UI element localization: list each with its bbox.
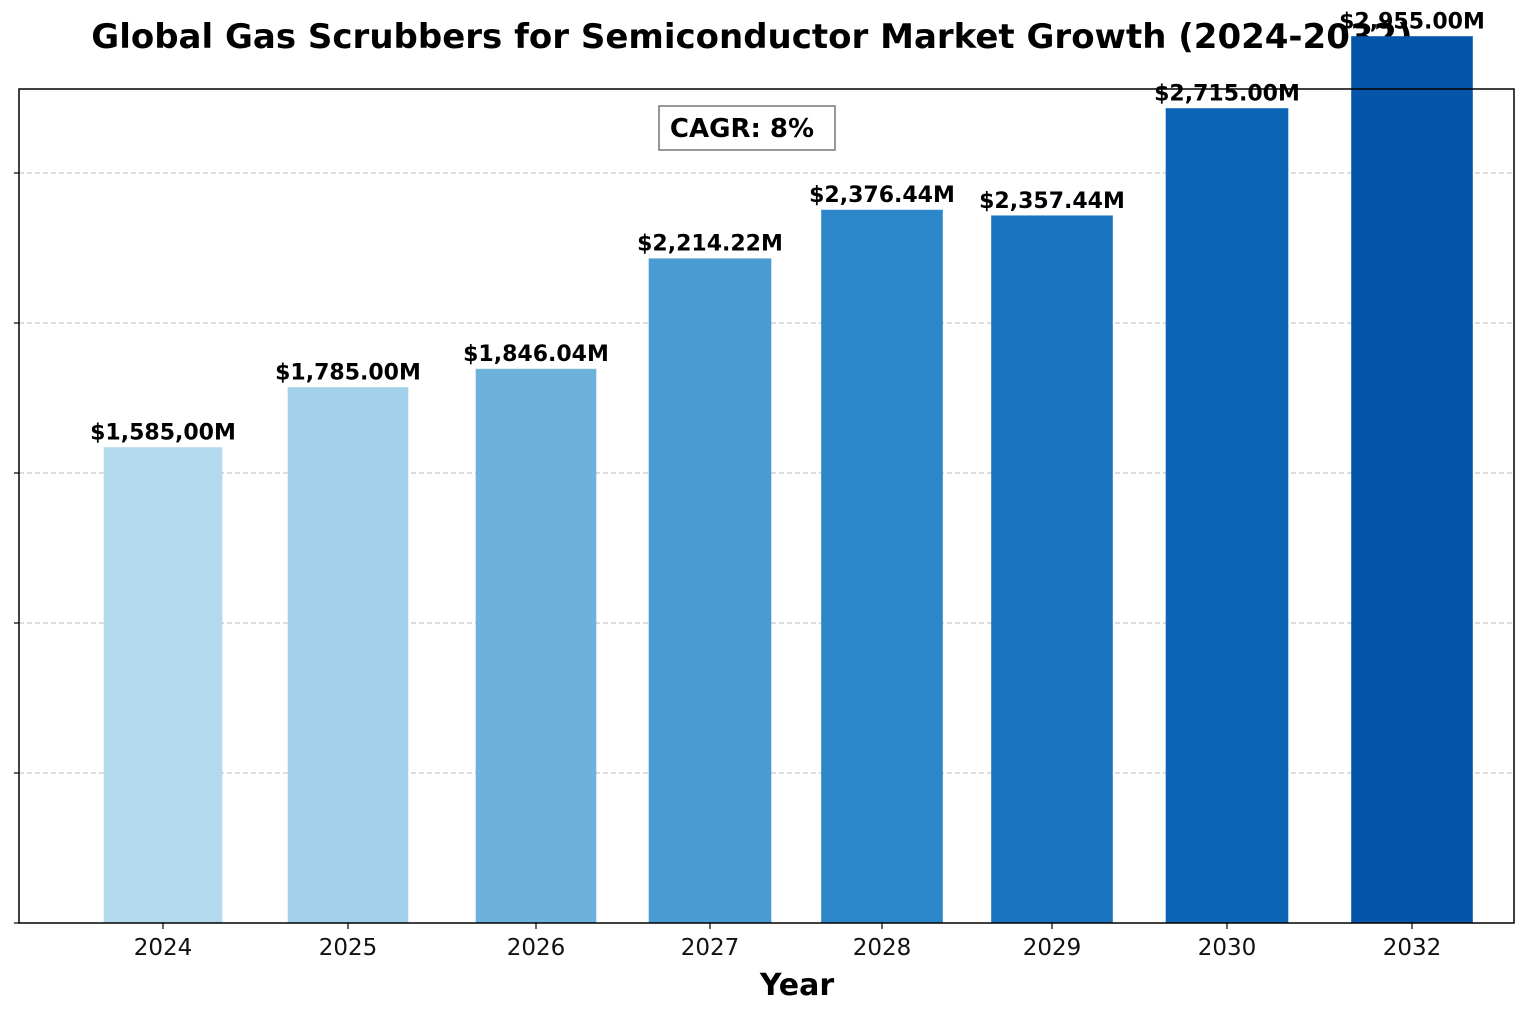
chart-title: Global Gas Scrubbers for Semiconductor M… (91, 17, 1412, 57)
value-label-2025: $1,785.00M (275, 361, 421, 386)
cagr-annotation: CAGR: 8% (658, 105, 836, 151)
bar-2030 (1165, 108, 1289, 924)
value-label-2028: $2,376.44M (809, 183, 955, 208)
value-label-2032: $2,955.00M (1339, 10, 1485, 35)
value-labels: $1,585,00M $1,785.00M $1,846.04M $2,214.22M… (90, 10, 1485, 446)
x-tick-label-2026: 2026 (507, 935, 566, 961)
bars (103, 36, 1473, 924)
cagr-label: CAGR: 8% (670, 114, 814, 144)
y-axis-ticks (14, 172, 19, 924)
bar-2025 (287, 387, 409, 924)
x-tick-label-2028: 2028 (853, 935, 912, 961)
x-tick-label-2032: 2032 (1383, 935, 1442, 961)
value-label-2027: $2,214.22M (637, 232, 783, 257)
x-tick-label-2025: 2025 (319, 935, 378, 961)
x-axis-ticks: 2024 2025 2026 2027 2028 2029 2030 2032 (134, 923, 1442, 961)
value-label-2026: $1,846.04M (463, 342, 609, 367)
value-label-2029: $2,357.44M (979, 189, 1125, 214)
x-tick-label-2027: 2027 (681, 935, 740, 961)
bar-2024 (103, 447, 223, 924)
bar-2028 (821, 209, 943, 924)
value-label-2030: $2,715.00M (1154, 82, 1300, 107)
x-axis-label: Year (759, 968, 835, 1003)
plot-frame (18, 88, 1515, 924)
bar-2026 (475, 368, 597, 924)
x-tick-label-2030: 2030 (1198, 935, 1257, 961)
bar-2029 (991, 215, 1113, 924)
bar-2032 (1351, 36, 1473, 924)
value-label-2024: $1,585,00M (90, 421, 236, 446)
x-tick-label-2029: 2029 (1023, 935, 1082, 961)
x-tick-label-2024: 2024 (134, 935, 193, 961)
bar-2027 (648, 258, 772, 924)
cagr-box (658, 105, 836, 151)
